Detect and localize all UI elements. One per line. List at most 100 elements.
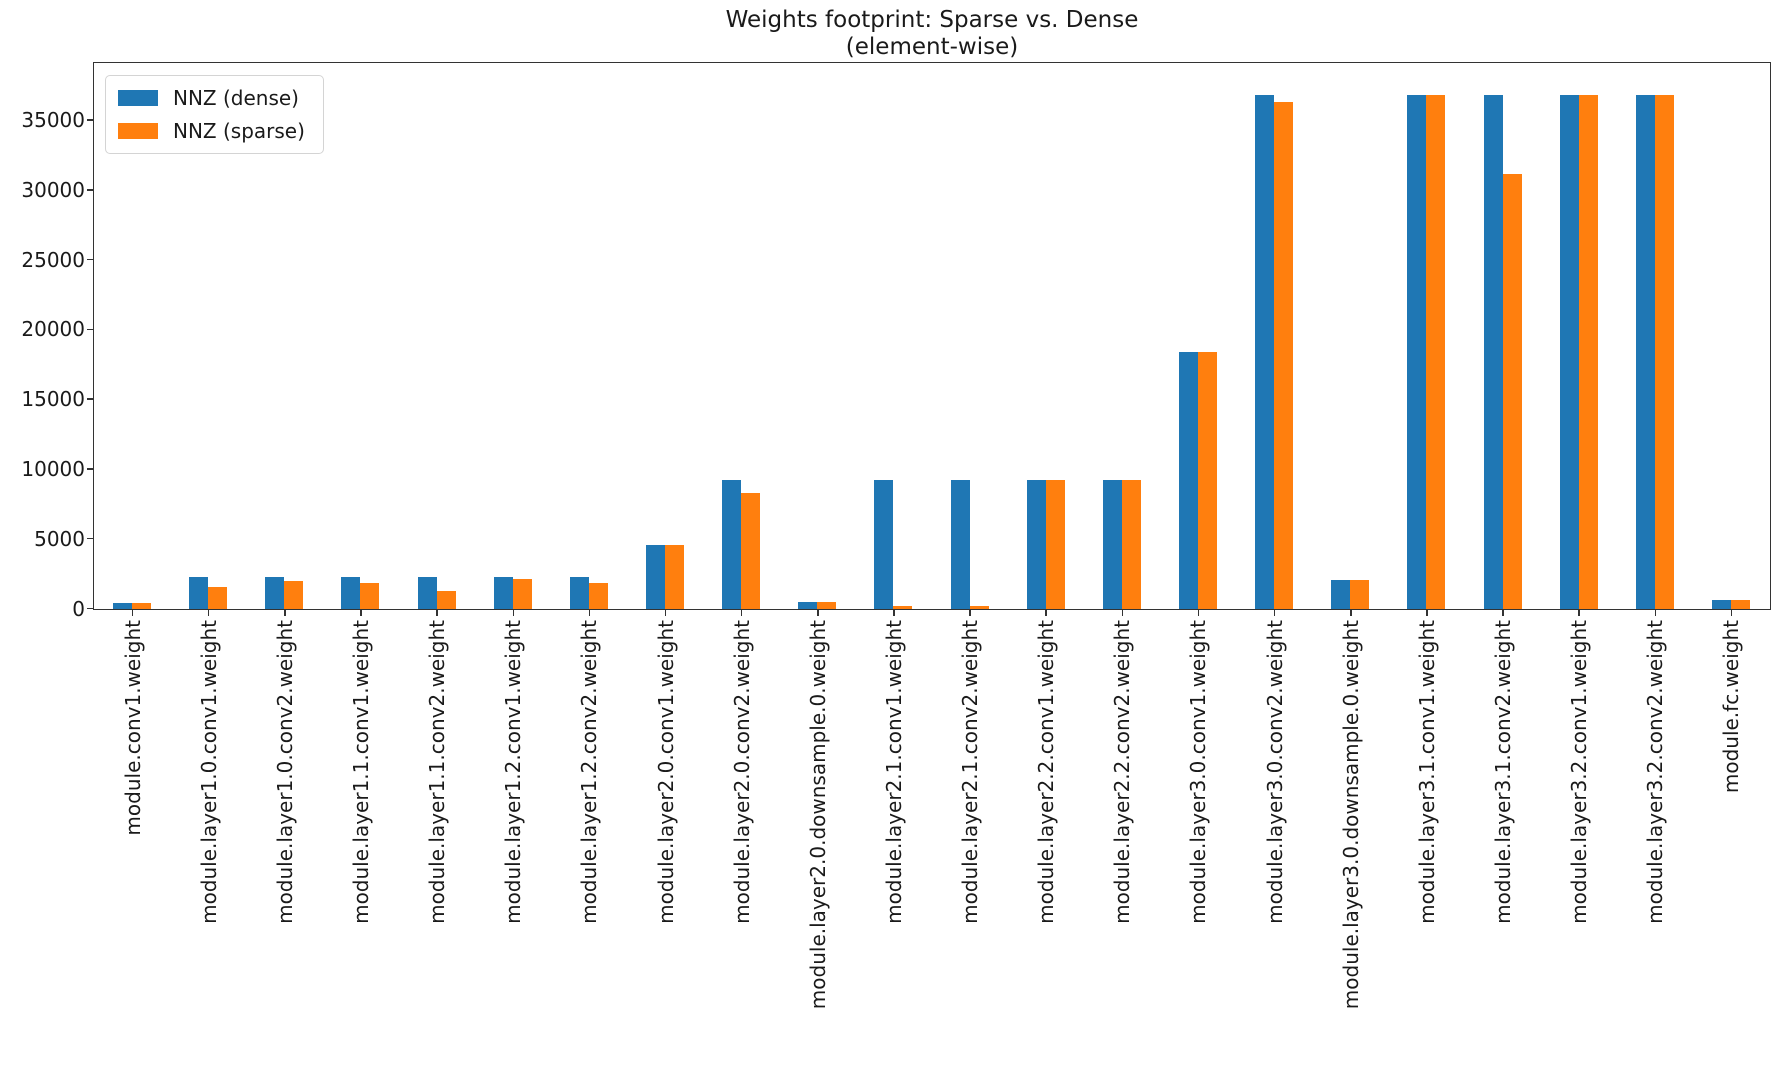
x-tick-label: module.layer3.2.conv2.weight bbox=[1643, 620, 1668, 924]
y-tick-label: 5000 bbox=[34, 526, 85, 551]
bar-sparse bbox=[436, 591, 456, 609]
bar-sparse bbox=[1197, 352, 1217, 609]
y-tick bbox=[87, 607, 93, 610]
y-tick bbox=[87, 258, 93, 261]
bar-dense bbox=[646, 545, 666, 609]
bar-sparse bbox=[208, 587, 228, 609]
y-tick-label: 30000 bbox=[21, 177, 85, 202]
y-tick bbox=[87, 537, 93, 540]
bar-dense bbox=[1559, 95, 1579, 609]
x-tick bbox=[512, 610, 514, 616]
bar-sparse bbox=[817, 602, 837, 609]
bar-sparse bbox=[1730, 600, 1750, 609]
x-tick-label: module.layer1.1.conv2.weight bbox=[425, 620, 450, 924]
x-tick-label: module.layer1.0.conv2.weight bbox=[272, 620, 297, 924]
x-tick-label: module.layer3.0.conv1.weight bbox=[1186, 620, 1211, 924]
y-tick-label: 10000 bbox=[21, 456, 85, 481]
x-tick bbox=[588, 610, 591, 616]
x-tick bbox=[969, 610, 971, 616]
x-tick-label: module.fc.weight bbox=[1719, 620, 1744, 794]
y-tick bbox=[87, 398, 93, 400]
bar-dense bbox=[798, 602, 818, 609]
x-tick-label: module.conv1.weight bbox=[120, 620, 145, 836]
x-tick bbox=[1197, 610, 1200, 616]
bar-dense bbox=[113, 603, 133, 609]
x-tick bbox=[893, 610, 895, 616]
x-tick-label: module.layer2.2.conv2.weight bbox=[1110, 620, 1135, 924]
bar-sparse bbox=[1578, 95, 1598, 609]
legend-label-dense: NNZ (dense) bbox=[173, 86, 299, 110]
x-tick bbox=[131, 610, 134, 616]
bar-sparse bbox=[1045, 480, 1065, 609]
x-tick-label: module.layer3.0.downsample.0.weight bbox=[1338, 620, 1363, 1010]
x-tick-label: module.layer1.2.conv1.weight bbox=[501, 620, 526, 924]
legend-swatch-sparse-icon bbox=[118, 123, 158, 139]
y-tick bbox=[87, 468, 93, 470]
plot-area: NNZ (dense) NNZ (sparse) bbox=[93, 62, 1771, 610]
x-tick bbox=[1045, 610, 1047, 616]
x-tick-label: module.layer1.1.conv1.weight bbox=[348, 620, 373, 924]
x-tick bbox=[1730, 610, 1733, 616]
y-tick-label: 35000 bbox=[21, 108, 85, 133]
bar-sparse bbox=[1274, 102, 1294, 609]
x-tick bbox=[1350, 610, 1352, 616]
bar-sparse bbox=[1502, 174, 1522, 609]
x-tick bbox=[1273, 610, 1276, 616]
x-tick-label: module.layer3.1.conv2.weight bbox=[1491, 620, 1516, 924]
bar-dense bbox=[1483, 95, 1503, 609]
bar-dense bbox=[1255, 95, 1275, 609]
x-tick-label: module.layer3.1.conv1.weight bbox=[1414, 620, 1439, 924]
bar-dense bbox=[1102, 480, 1122, 609]
x-tick-label: module.layer1.0.conv1.weight bbox=[196, 620, 221, 924]
legend: NNZ (dense) NNZ (sparse) bbox=[105, 75, 324, 154]
bar-dense bbox=[265, 577, 285, 609]
legend-swatch-dense-icon bbox=[118, 90, 158, 106]
x-tick bbox=[1578, 610, 1580, 616]
y-tick-label: 15000 bbox=[21, 387, 85, 412]
bar-dense bbox=[1635, 95, 1655, 609]
bar-sparse bbox=[969, 606, 989, 609]
bar-dense bbox=[1331, 580, 1351, 609]
x-tick bbox=[1654, 610, 1657, 616]
bar-dense bbox=[341, 577, 361, 609]
y-tick-label: 0 bbox=[72, 596, 85, 621]
bar-sparse bbox=[1350, 580, 1370, 609]
bar-sparse bbox=[132, 603, 152, 609]
bar-dense bbox=[950, 480, 970, 609]
x-tick-label: module.layer2.0.conv2.weight bbox=[729, 620, 754, 924]
x-tick-label: module.layer2.2.conv1.weight bbox=[1034, 620, 1059, 924]
bar-dense bbox=[1711, 600, 1731, 609]
x-tick bbox=[207, 610, 210, 616]
bar-sparse bbox=[665, 545, 685, 609]
y-tick bbox=[87, 328, 93, 331]
x-tick-label: module.layer2.0.downsample.0.weight bbox=[805, 620, 830, 1010]
legend-item-sparse: NNZ (sparse) bbox=[118, 120, 305, 142]
bar-dense bbox=[189, 577, 209, 609]
y-tick bbox=[87, 189, 93, 191]
y-tick-label: 20000 bbox=[21, 317, 85, 342]
x-tick bbox=[1121, 610, 1124, 616]
bar-dense bbox=[1178, 352, 1198, 609]
bar-dense bbox=[722, 480, 742, 609]
x-tick bbox=[817, 610, 819, 616]
x-tick-label: module.layer2.0.conv1.weight bbox=[653, 620, 678, 924]
chart-title-line1: Weights footprint: Sparse vs. Dense bbox=[725, 7, 1139, 33]
x-tick bbox=[664, 610, 667, 616]
bar-dense bbox=[493, 577, 513, 609]
bar-dense bbox=[1026, 480, 1046, 609]
bar-dense bbox=[1407, 95, 1427, 609]
bar-sparse bbox=[1426, 95, 1446, 609]
bar-sparse bbox=[284, 581, 304, 609]
bar-sparse bbox=[360, 583, 380, 609]
x-tick-label: module.layer3.2.conv1.weight bbox=[1567, 620, 1592, 924]
x-tick bbox=[1426, 610, 1428, 616]
x-tick bbox=[360, 610, 362, 616]
y-tick bbox=[87, 119, 93, 121]
bar-dense bbox=[417, 577, 437, 609]
y-tick-label: 25000 bbox=[21, 247, 85, 272]
x-tick-label: module.layer2.1.conv1.weight bbox=[881, 620, 906, 924]
x-tick-label: module.layer2.1.conv2.weight bbox=[958, 620, 983, 924]
chart-title: Weights footprint: Sparse vs. Dense (ele… bbox=[93, 7, 1771, 61]
x-tick bbox=[284, 610, 286, 616]
